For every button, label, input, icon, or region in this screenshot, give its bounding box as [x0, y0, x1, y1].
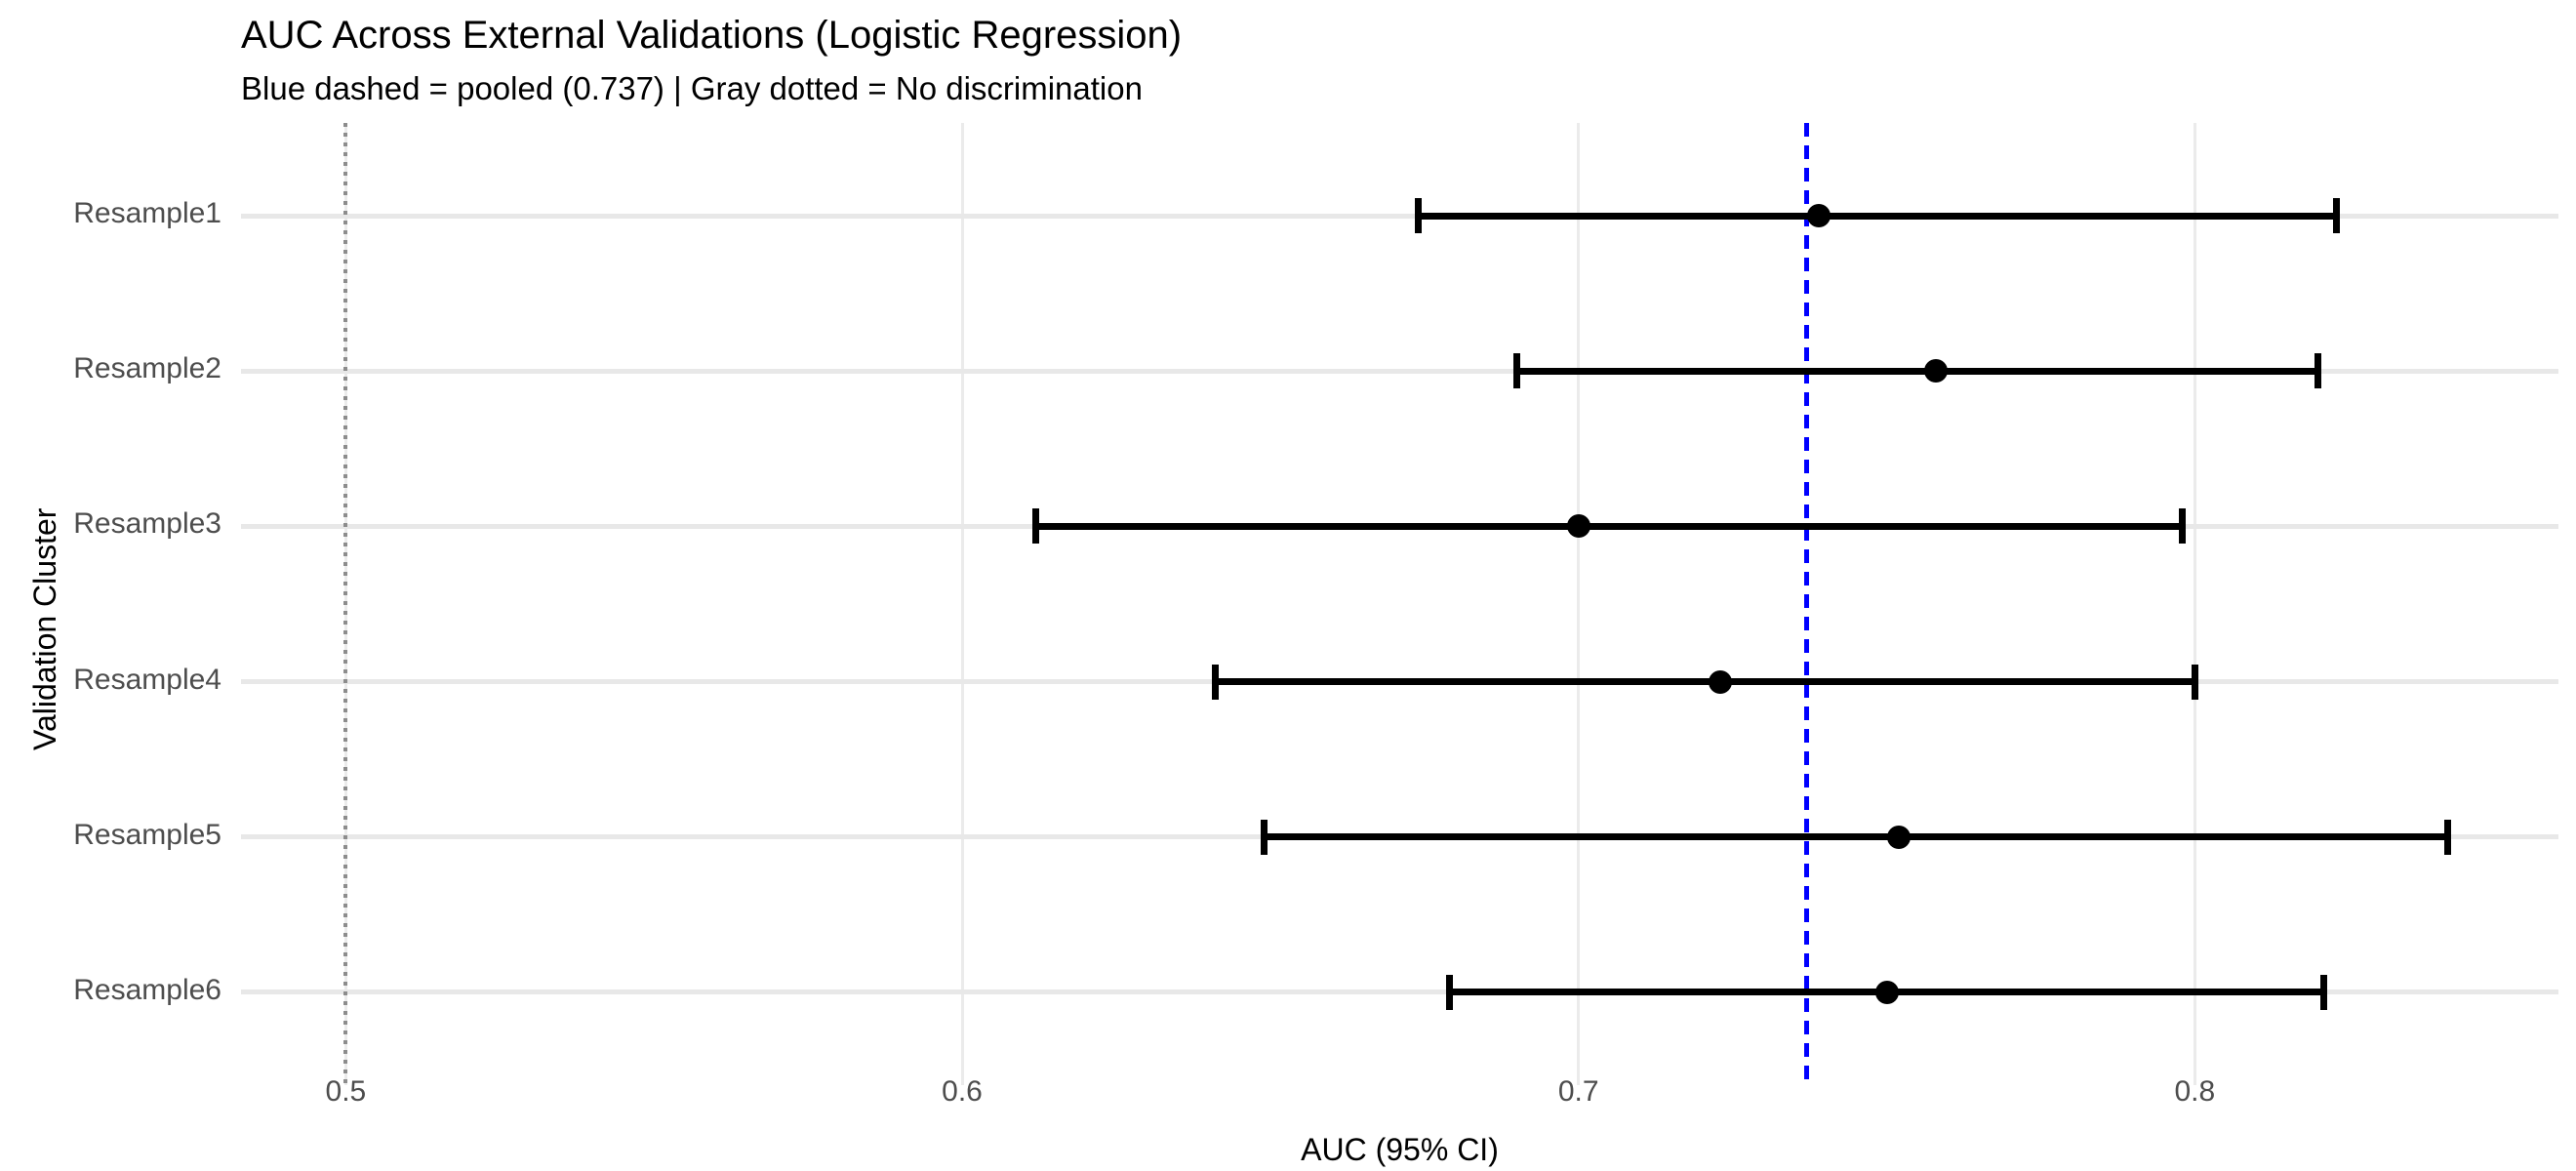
auc-point: [1874, 980, 1899, 1004]
ci-cap-upper: [2333, 198, 2341, 234]
chart-subtitle: Blue dashed = pooled (0.737) | Gray dott…: [241, 70, 1143, 106]
ci-cap-lower: [1211, 664, 1219, 700]
gridline-vertical: [2193, 123, 2196, 1085]
ci-errorbar-resample5: [1264, 833, 2448, 841]
chart-title: AUC Across External Validations (Logisti…: [241, 14, 1183, 57]
x-axis-title: AUC (95% CI): [1301, 1132, 1499, 1167]
pooled-auc-line: [1803, 123, 1809, 1085]
y-tick-label: Resample2: [73, 352, 221, 385]
y-tick-label: Resample4: [73, 663, 221, 696]
ci-cap-lower: [1261, 819, 1268, 855]
auc-point: [1924, 359, 1949, 384]
ci-cap-upper: [2314, 353, 2322, 389]
y-tick-label: Resample5: [73, 818, 221, 851]
ci-cap-lower: [1445, 974, 1453, 1010]
ci-errorbar-resample2: [1516, 367, 2318, 375]
gridline-horizontal: [241, 989, 2558, 995]
no-discrimination-line: [343, 123, 348, 1085]
x-tick-label: 0.6: [942, 1075, 983, 1108]
auc-point: [1566, 514, 1590, 539]
ci-errorbar-resample1: [1418, 212, 2337, 220]
auc-point: [1807, 204, 1831, 228]
y-axis-title: Validation Cluster: [27, 507, 62, 750]
x-tick-label: 0.8: [2174, 1075, 2216, 1108]
ci-cap-upper: [2443, 819, 2451, 855]
y-tick-label: Resample6: [73, 973, 221, 1006]
ci-errorbar-resample3: [1035, 522, 2183, 530]
ci-cap-upper: [2320, 974, 2328, 1010]
gridline-horizontal: [241, 368, 2558, 374]
ci-cap-upper: [2179, 508, 2187, 545]
gridline-horizontal: [241, 213, 2558, 219]
auc-point: [1708, 669, 1732, 694]
y-tick-label: Resample3: [73, 507, 221, 541]
gridline-vertical: [1577, 123, 1581, 1085]
auc-point: [1887, 825, 1912, 849]
x-tick-label: 0.5: [325, 1075, 367, 1108]
x-tick-label: 0.7: [1557, 1075, 1599, 1108]
ci-cap-lower: [1513, 353, 1520, 389]
ci-cap-upper: [2191, 664, 2198, 700]
ci-errorbar-resample4: [1215, 678, 2195, 686]
ci-cap-lower: [1032, 508, 1040, 545]
gridline-vertical: [960, 123, 964, 1085]
ci-cap-lower: [1414, 198, 1422, 234]
y-tick-label: Resample1: [73, 197, 221, 230]
